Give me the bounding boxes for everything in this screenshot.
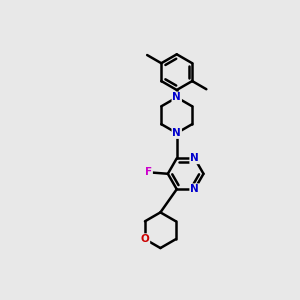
Text: N: N	[172, 92, 181, 102]
Text: N: N	[190, 184, 199, 194]
Text: O: O	[141, 234, 149, 244]
Text: N: N	[172, 128, 181, 138]
Text: N: N	[190, 153, 199, 163]
Text: F: F	[145, 167, 152, 177]
